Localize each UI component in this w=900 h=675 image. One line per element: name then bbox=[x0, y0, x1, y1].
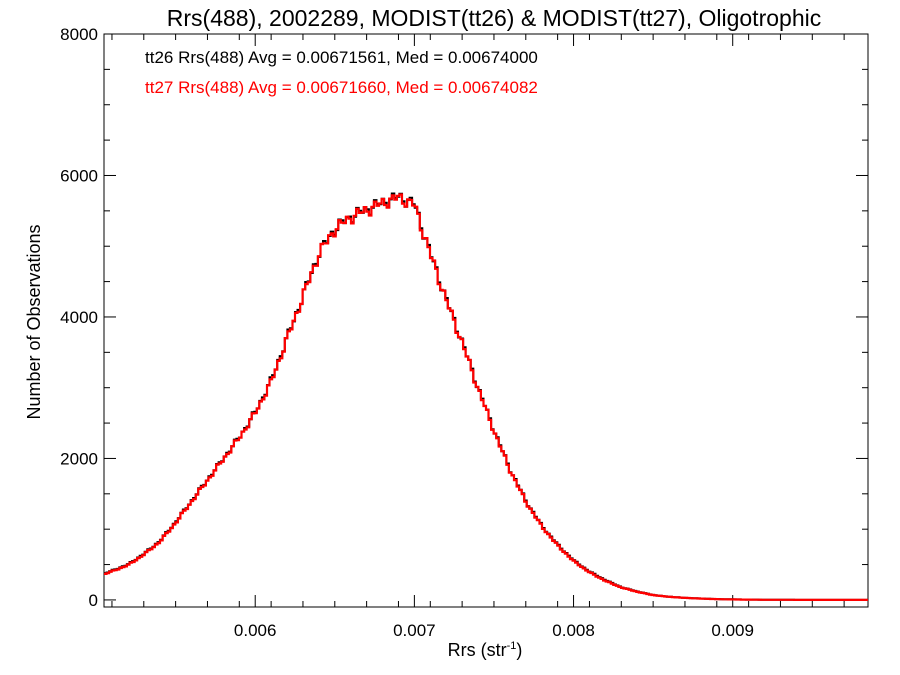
plot-frame bbox=[103, 33, 869, 608]
x-axis-label-close: ) bbox=[516, 640, 522, 660]
annotation-tt27: tt27 Rrs(488) Avg = 0.00671660, Med = 0.… bbox=[145, 78, 538, 97]
histogram-series-0 bbox=[104, 192, 868, 601]
y-tick-label: 0 bbox=[89, 591, 98, 610]
y-axis-label-group: Number of Observations bbox=[24, 224, 44, 419]
y-tick-label: 2000 bbox=[60, 449, 98, 468]
y-tick-label: 8000 bbox=[60, 25, 98, 44]
data-series bbox=[104, 192, 868, 601]
x-tick-label: 0.007 bbox=[393, 621, 436, 640]
y-tick-label: 4000 bbox=[60, 308, 98, 327]
x-axis-label-superscript: -1 bbox=[507, 640, 517, 652]
y-tick-label: 6000 bbox=[60, 166, 98, 185]
chart-title: Rrs(488), 2002289, MODIST(tt26) & MODIST… bbox=[167, 5, 821, 31]
x-tick-label: 0.008 bbox=[552, 621, 595, 640]
y-axis-label: Number of Observations bbox=[24, 224, 44, 419]
x-axis-label-main: Rrs (str bbox=[448, 640, 507, 660]
x-tick-label: 0.006 bbox=[234, 621, 277, 640]
x-tick-label: 0.009 bbox=[711, 621, 754, 640]
x-axis-label: Rrs (str-1) bbox=[448, 640, 523, 660]
axis-ticks: 0.006 0.007 0.008 0.009 0 2000 4000 6000 8000 bbox=[60, 25, 868, 640]
histogram-series-1 bbox=[104, 193, 868, 601]
annotation-tt26: tt26 Rrs(488) Avg = 0.00671561, Med = 0.… bbox=[145, 48, 538, 67]
